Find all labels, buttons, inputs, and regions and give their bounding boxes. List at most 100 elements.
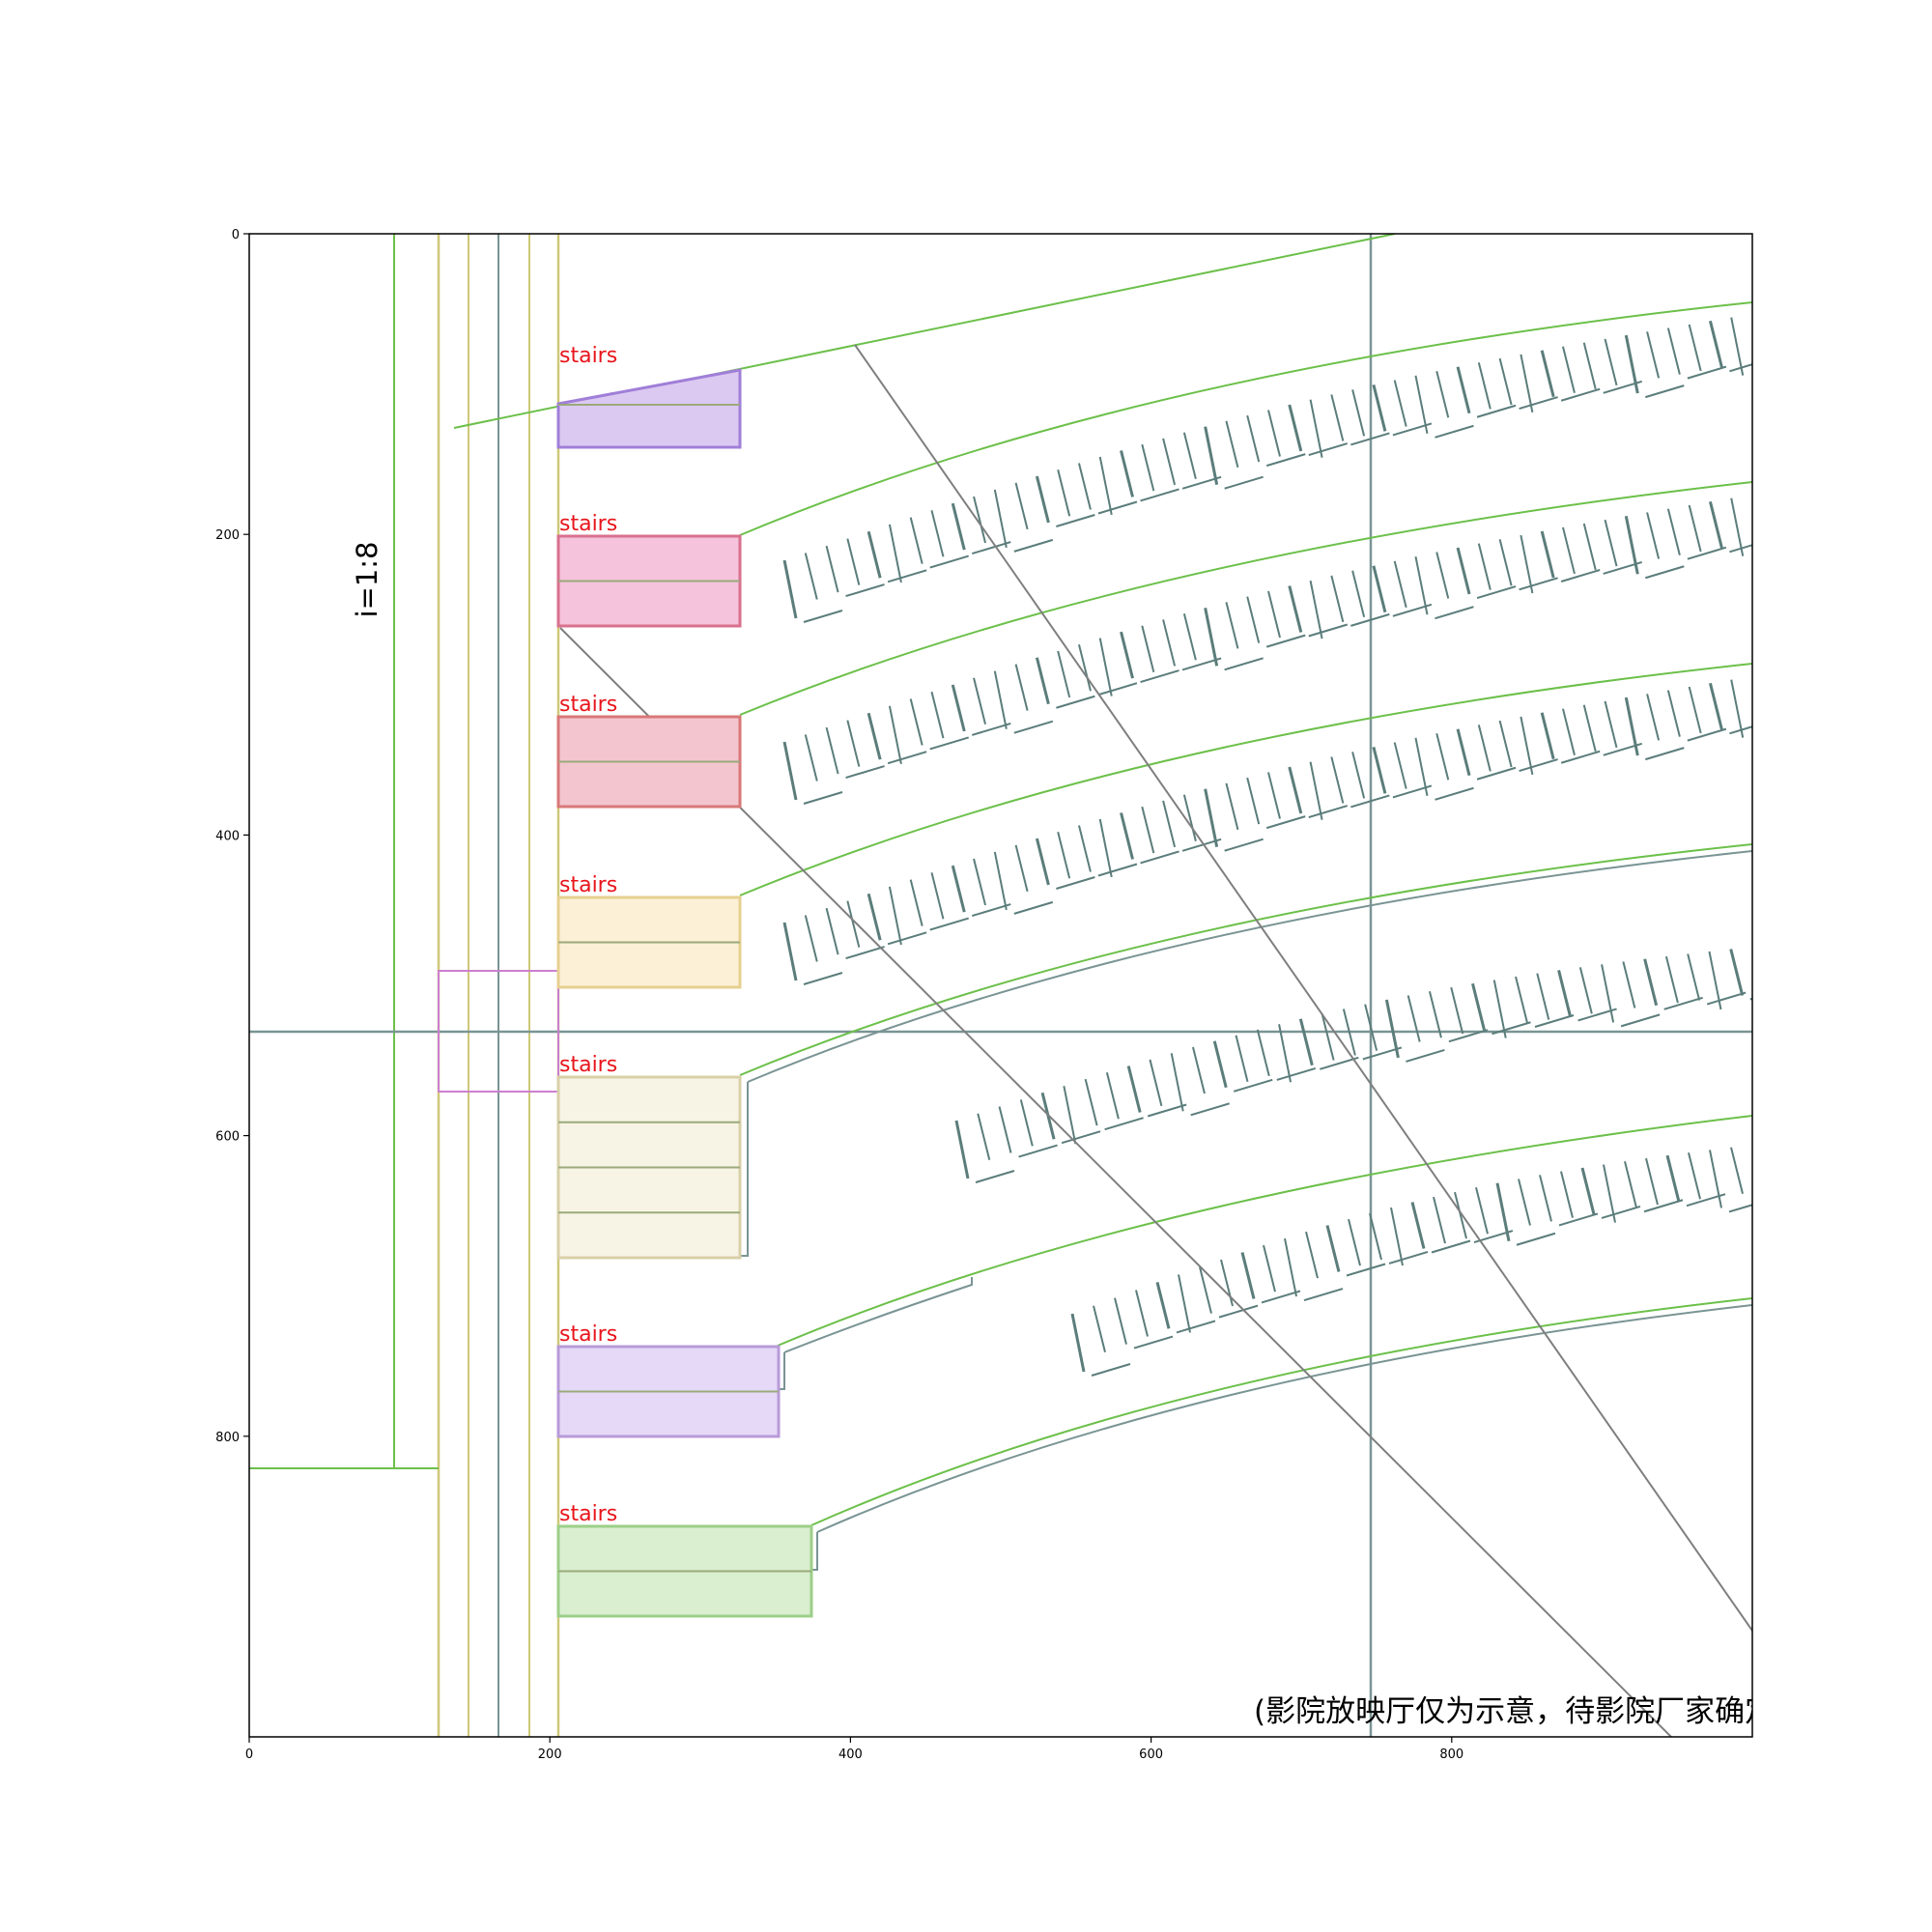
seat-mark	[1708, 320, 1723, 368]
seat-mark	[1351, 752, 1366, 799]
seat-base	[1140, 488, 1179, 502]
seat-mark	[930, 872, 945, 920]
seat-base	[1140, 850, 1179, 865]
seat-mark	[1624, 1161, 1637, 1208]
seat-base	[1729, 725, 1752, 735]
seat-mark	[1540, 530, 1555, 579]
seat-mark	[993, 489, 1008, 549]
stair-block	[556, 534, 742, 628]
seat-mark	[1557, 970, 1573, 1017]
seat-base	[1013, 538, 1054, 553]
seat-mark	[1582, 704, 1597, 753]
seat-mark	[782, 559, 798, 619]
seat-mark	[1540, 712, 1555, 760]
seat-mark	[888, 705, 902, 764]
seat-mark	[1330, 394, 1345, 441]
seat-base	[1308, 623, 1349, 638]
seat-base	[1560, 750, 1601, 764]
seat-mark	[1604, 519, 1618, 567]
seat-mark	[1730, 317, 1745, 376]
seat-mark	[1182, 432, 1197, 479]
seat-mark	[1077, 643, 1092, 692]
seat-mark	[804, 553, 818, 600]
seat-mark	[1120, 450, 1134, 497]
seat-base	[1013, 900, 1054, 915]
seat-base	[1224, 657, 1264, 671]
seating-arcs	[739, 301, 1752, 1571]
seat-mark	[1330, 756, 1345, 804]
seat-mark	[804, 915, 818, 962]
seat-base	[1308, 805, 1349, 818]
seat-mark	[909, 879, 923, 926]
seat-mark	[1540, 350, 1555, 398]
stair-block-shape	[556, 368, 742, 449]
seat-mark	[1348, 1218, 1361, 1266]
x-axis: 0 200 400 600 800	[245, 1737, 1463, 1762]
seat-base	[1190, 1102, 1230, 1117]
seat-mark	[1708, 951, 1722, 1010]
seat-base	[1140, 669, 1179, 684]
seat-mark	[909, 698, 923, 746]
seat-mark	[1688, 686, 1702, 734]
seat-mark	[1536, 973, 1550, 1020]
plot-area	[249, 234, 1752, 1737]
seat-mark	[1688, 504, 1702, 553]
seat-mark	[1495, 1182, 1511, 1242]
seat-base	[1620, 1013, 1661, 1028]
seat-base	[1265, 815, 1306, 830]
seat-mark	[1256, 1029, 1270, 1077]
x-tick-label: 200	[538, 1747, 562, 1762]
stairs-label: stairs	[559, 693, 617, 717]
seat-mark	[1019, 1099, 1034, 1147]
stair-edge	[740, 1082, 749, 1257]
seat-mark	[1246, 414, 1261, 463]
stair-block	[556, 1075, 742, 1260]
seat-base	[803, 972, 843, 985]
stairs-label: stairs	[559, 1502, 617, 1526]
seat-mark	[954, 1120, 970, 1179]
seat-mark	[1077, 463, 1092, 510]
seat-mark	[1688, 324, 1702, 372]
seat-mark	[1105, 1072, 1120, 1120]
seat-mark	[1666, 508, 1681, 555]
seat-mark	[1646, 331, 1661, 379]
seat-mark	[1267, 410, 1281, 457]
seat-mark	[1665, 1154, 1681, 1203]
seat-mark	[1342, 1009, 1356, 1056]
seat-mark	[1624, 334, 1639, 394]
seat-mark	[1390, 1207, 1404, 1266]
seat-mark	[1204, 788, 1219, 848]
seat-mark	[846, 900, 861, 948]
seat-mark	[1435, 552, 1450, 599]
seat-base	[971, 541, 1011, 555]
seat-mark	[1162, 619, 1177, 667]
seat-base	[1350, 432, 1390, 446]
stair-block	[556, 1524, 813, 1618]
seat-mark	[1288, 585, 1303, 633]
row-arc	[810, 1297, 1752, 1526]
seat-mark	[1646, 694, 1661, 741]
seat-mark	[1414, 555, 1429, 615]
seat-mark	[1170, 1053, 1184, 1112]
seat-mark	[1687, 953, 1701, 1001]
seat-mark	[1393, 742, 1407, 789]
seat-base	[845, 583, 885, 598]
seat-base	[1097, 863, 1138, 877]
seat-base	[971, 903, 1011, 918]
seat-mark	[1263, 1244, 1276, 1293]
seat-mark	[993, 670, 1008, 729]
seat-mark	[1666, 690, 1681, 737]
seat-mark	[1114, 1297, 1127, 1345]
seat-mark	[1364, 1004, 1378, 1051]
y-axis: 0 200 400 600 800	[215, 228, 249, 1445]
seat-base	[1056, 876, 1095, 890]
seat-mark	[1498, 357, 1513, 406]
seat-base	[1435, 606, 1474, 620]
seat-base	[845, 946, 885, 960]
seat-mark	[1708, 682, 1723, 730]
seat-mark	[1288, 766, 1303, 814]
seat-mark	[1372, 384, 1387, 432]
y-tick-label: 0	[232, 228, 240, 242]
slope-label: i=1:8	[351, 541, 384, 617]
seat-mark	[951, 502, 966, 551]
